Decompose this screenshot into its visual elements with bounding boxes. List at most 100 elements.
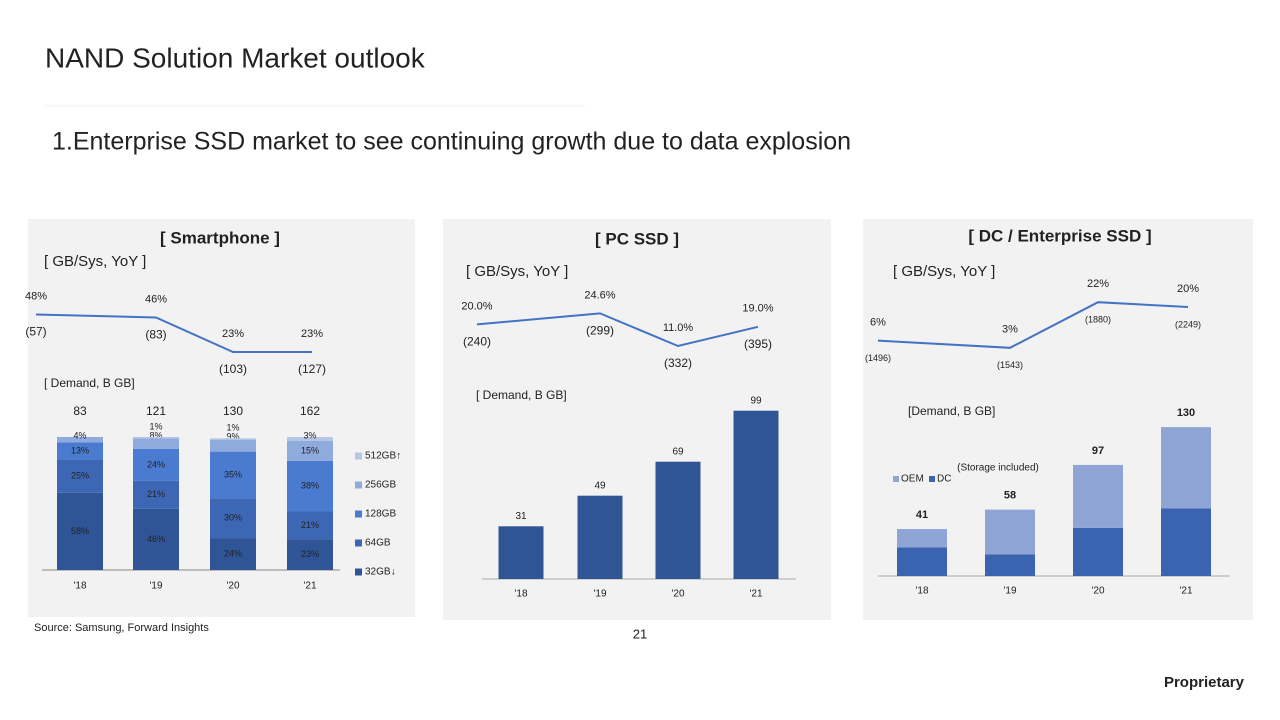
legend-swatch (929, 476, 935, 482)
total-label: 121 (146, 404, 166, 418)
legend-label: OEM (901, 474, 924, 485)
bar (733, 410, 779, 579)
bar-segment (985, 554, 1035, 576)
x-tick-label: '18 (915, 586, 928, 597)
unit-label: [Demand, B GB] (908, 404, 995, 418)
source: Source: Samsung, Forward Insights (34, 622, 209, 634)
yoy-label: 23% (301, 328, 323, 340)
chart-title: [ DC / Enterprise SSD ] (968, 226, 1151, 245)
bar (655, 461, 701, 579)
data-label: 24% (147, 459, 165, 469)
data-label: 8% (149, 430, 162, 440)
chart-title: [ PC SSD ] (595, 229, 679, 248)
yoy-label: 46% (145, 293, 167, 305)
data-label: 30% (224, 513, 242, 523)
data-label: 46% (147, 534, 165, 544)
legend-swatch (355, 539, 362, 547)
yoy-label: 20.0% (461, 300, 492, 312)
bar-segment (210, 438, 256, 440)
legend-label: 128GB (365, 509, 396, 520)
data-label: 25% (71, 471, 89, 481)
unit-label: [ Demand, B GB] (476, 388, 567, 402)
gb-per-sys-label: (127) (298, 362, 326, 376)
legend-swatch (355, 481, 362, 489)
bar-segment (57, 442, 103, 460)
x-tick-label: '21 (749, 589, 762, 600)
note: (Storage included) (957, 463, 1039, 474)
gb-per-sys-label: (57) (25, 325, 46, 339)
yoy-label: 48% (25, 290, 47, 302)
x-tick-label: '19 (149, 581, 162, 592)
legend-label: 64GB (365, 538, 391, 549)
x-tick-label: '21 (303, 581, 316, 592)
bar-segment (210, 538, 256, 570)
yoy-label: 11.0% (663, 322, 694, 334)
unit-label: [ GB/Sys, YoY ] (466, 263, 568, 280)
x-tick-label: '18 (514, 589, 527, 600)
bar-segment (57, 437, 103, 443)
yoy-label: 3% (1002, 324, 1018, 336)
yoy-label: 23% (222, 328, 244, 340)
data-label: 1% (149, 421, 162, 431)
x-tick-label: '20 (226, 581, 239, 592)
total-label: 162 (300, 404, 320, 418)
bar-segment (57, 459, 103, 493)
unit-label: [ GB/Sys, YoY ] (893, 263, 995, 280)
data-label: 9% (226, 432, 239, 442)
total-label: 130 (223, 404, 243, 418)
bar-segment (287, 440, 333, 461)
legend-label: 32GB↓ (365, 567, 396, 578)
data-label: 13% (71, 445, 89, 455)
gb-per-sys-label: (1543) (997, 360, 1023, 370)
bar-segment (287, 539, 333, 570)
data-label: 58% (71, 526, 89, 536)
legend-label: 512GB↑ (365, 451, 401, 462)
yoy-line (35, 313, 312, 353)
bar-segment (210, 451, 256, 499)
bar-segment (897, 547, 947, 576)
yoy-label: 19.0% (742, 303, 773, 315)
x-tick-label: '19 (1003, 586, 1016, 597)
gb-per-sys-label: (240) (463, 335, 491, 349)
gb-per-sys-label: (299) (586, 324, 614, 338)
yoy-label: 22% (1087, 278, 1109, 290)
data-label: 49 (594, 480, 606, 491)
slide-subtitle: 1.Enterprise SSD market to see continuin… (52, 128, 851, 156)
data-label: 4% (73, 430, 86, 440)
data-label: 15% (301, 445, 319, 455)
data-label: 38% (301, 481, 319, 491)
page-number: 21 (633, 626, 647, 641)
legend-swatch (893, 476, 899, 482)
total-label: 41 (916, 509, 928, 521)
gb-per-sys-label: (332) (664, 356, 692, 370)
yoy-label: 24.6% (584, 289, 615, 301)
bar-segment (133, 480, 179, 509)
yoy-line (476, 312, 759, 348)
legend-swatch (355, 452, 362, 460)
gb-per-sys-label: (2249) (1175, 319, 1201, 329)
bar-segment (133, 437, 179, 439)
yoy-line (877, 301, 1189, 349)
bar-segment (210, 498, 256, 539)
x-tick-label: '19 (593, 589, 606, 600)
footer: Proprietary (1164, 674, 1245, 691)
bar-segment (1073, 527, 1123, 576)
bar-segment (210, 439, 256, 452)
bar-segment (57, 492, 103, 570)
gb-per-sys-label: (395) (744, 337, 772, 351)
total-label: 130 (1177, 407, 1195, 419)
gb-per-sys-label: (1496) (865, 353, 891, 363)
slide-title: NAND Solution Market outlook (45, 42, 426, 73)
bar-segment (133, 508, 179, 570)
bar-segment (133, 438, 179, 449)
data-label: 31 (515, 511, 527, 522)
bar-segment (1073, 464, 1123, 528)
total-label: 83 (73, 404, 87, 418)
bar (577, 495, 623, 579)
legend-swatch (355, 568, 362, 576)
yoy-label: 6% (870, 317, 886, 329)
yoy-label: 20% (1177, 283, 1199, 295)
x-tick-label: '18 (73, 581, 86, 592)
x-tick-label: '21 (1179, 586, 1192, 597)
chart-title: [ Smartphone ] (160, 228, 280, 247)
